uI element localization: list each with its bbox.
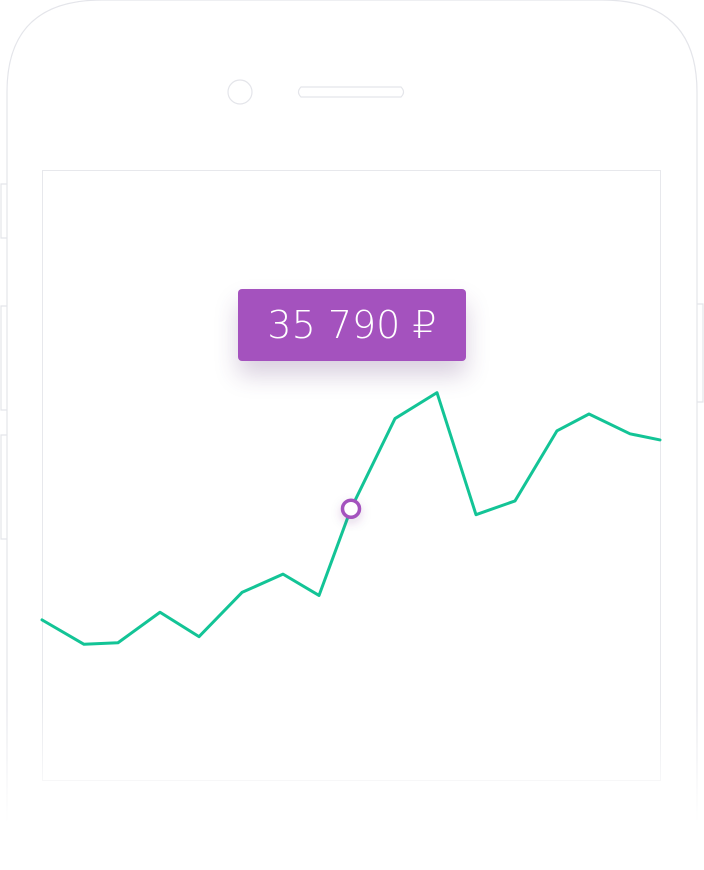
side-button-left-bottom <box>0 434 7 540</box>
line-chart <box>40 360 662 710</box>
phone-frame <box>6 0 698 870</box>
side-button-left-top <box>0 183 7 239</box>
price-tooltip: 35 790 ₽ <box>238 289 466 361</box>
side-button-left-middle <box>0 305 7 411</box>
camera-icon <box>227 79 253 105</box>
side-button-right <box>697 303 704 403</box>
price-value: 35 790 ₽ <box>267 303 437 347</box>
speaker-icon <box>297 86 405 98</box>
selected-point-marker[interactable] <box>340 498 362 519</box>
